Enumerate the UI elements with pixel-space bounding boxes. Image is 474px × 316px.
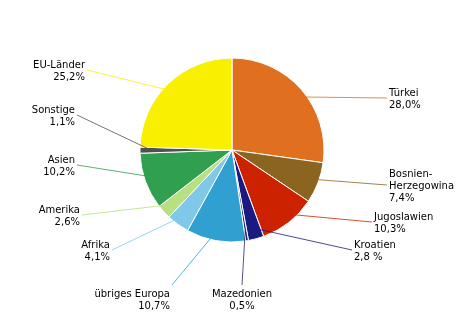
svg-text:übriges Europa10,7%: übriges Europa10,7% [94, 288, 170, 311]
svg-text:Türkei28,0%: Türkei28,0% [388, 87, 421, 110]
svg-text:EU-Länder25,2%: EU-Länder25,2% [33, 59, 86, 82]
svg-text:Kroatien2,8 %: Kroatien2,8 % [354, 239, 396, 262]
svg-text:Afrika4,1%: Afrika4,1% [81, 239, 110, 262]
svg-text:Sonstige1,1%: Sonstige1,1% [32, 104, 75, 127]
svg-text:Jugoslawien10,3%: Jugoslawien10,3% [373, 211, 433, 234]
svg-text:Amerika2,6%: Amerika2,6% [39, 204, 80, 227]
svg-text:Asien10,2%: Asien10,2% [43, 154, 75, 177]
svg-text:Mazedonien0,5%: Mazedonien0,5% [212, 288, 272, 311]
svg-text:Bosnien-Herzegowina7,4%: Bosnien-Herzegowina7,4% [389, 168, 454, 203]
